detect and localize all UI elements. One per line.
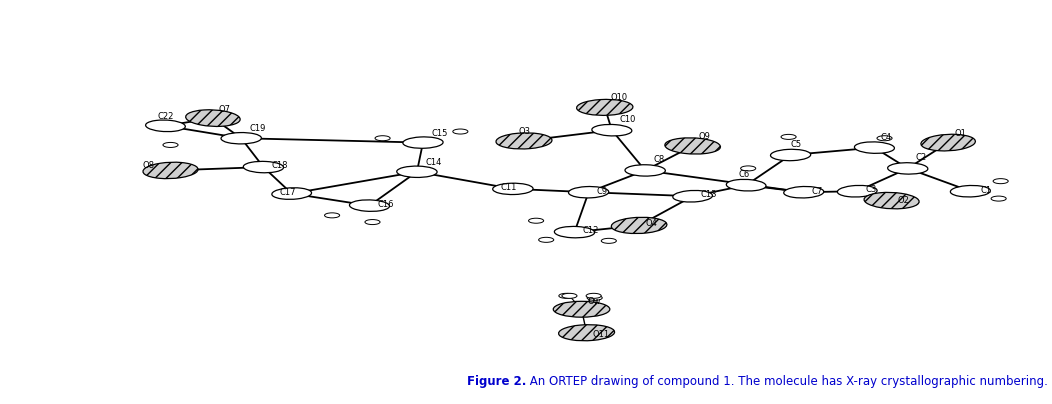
Text: O3: O3	[519, 127, 531, 136]
Text: O7: O7	[219, 105, 231, 114]
Ellipse shape	[592, 124, 632, 136]
Ellipse shape	[784, 187, 824, 198]
Ellipse shape	[950, 185, 990, 197]
Text: C18: C18	[271, 162, 288, 170]
Ellipse shape	[185, 110, 240, 126]
Ellipse shape	[553, 301, 610, 317]
Ellipse shape	[854, 142, 894, 154]
Ellipse shape	[349, 200, 389, 211]
Text: O11: O11	[592, 330, 610, 339]
Text: C13: C13	[701, 190, 717, 199]
Circle shape	[586, 293, 602, 298]
Text: C6: C6	[739, 170, 749, 179]
Text: C5: C5	[791, 140, 802, 149]
Ellipse shape	[837, 185, 877, 197]
Ellipse shape	[559, 325, 614, 341]
Text: C19: C19	[249, 124, 266, 133]
Text: C1: C1	[980, 185, 992, 195]
Circle shape	[528, 218, 544, 223]
Circle shape	[877, 136, 892, 141]
Circle shape	[163, 143, 178, 147]
Text: C12: C12	[583, 226, 599, 235]
Text: O1: O1	[954, 128, 966, 137]
Text: C4: C4	[881, 133, 892, 141]
Text: Ow: Ow	[588, 297, 601, 306]
Circle shape	[587, 295, 602, 300]
Text: C2: C2	[916, 154, 927, 162]
Circle shape	[375, 136, 390, 141]
Ellipse shape	[920, 134, 975, 151]
Text: O10: O10	[611, 93, 628, 102]
Circle shape	[991, 196, 1006, 201]
Ellipse shape	[554, 226, 594, 238]
Ellipse shape	[888, 163, 928, 174]
Text: O2: O2	[897, 196, 910, 205]
Text: C3: C3	[866, 185, 876, 194]
Text: C7: C7	[812, 187, 823, 196]
Ellipse shape	[495, 133, 552, 149]
Ellipse shape	[611, 217, 667, 234]
Circle shape	[452, 129, 468, 134]
Text: C14: C14	[425, 158, 442, 167]
Circle shape	[539, 237, 553, 242]
Ellipse shape	[864, 192, 919, 209]
Ellipse shape	[576, 99, 633, 116]
Text: C10: C10	[620, 115, 636, 124]
Text: C8: C8	[653, 156, 665, 164]
Text: O8: O8	[142, 162, 155, 170]
Circle shape	[602, 238, 616, 243]
Text: An ORTEP drawing of compound 1. The molecule has X-ray crystallographic numberin: An ORTEP drawing of compound 1. The mole…	[526, 375, 1048, 388]
Ellipse shape	[243, 161, 284, 173]
Text: C17: C17	[280, 188, 296, 197]
Text: C16: C16	[378, 200, 394, 209]
Ellipse shape	[145, 120, 185, 132]
Ellipse shape	[143, 162, 198, 179]
Ellipse shape	[726, 179, 766, 191]
Ellipse shape	[397, 166, 437, 177]
Text: C11: C11	[501, 183, 518, 192]
Ellipse shape	[625, 165, 665, 176]
Circle shape	[781, 135, 796, 139]
Text: C9: C9	[596, 187, 608, 196]
Text: O4: O4	[645, 219, 658, 228]
Ellipse shape	[665, 138, 721, 154]
Text: C15: C15	[431, 128, 447, 137]
Circle shape	[993, 179, 1008, 184]
Circle shape	[741, 166, 755, 171]
Circle shape	[559, 293, 574, 298]
Ellipse shape	[221, 133, 261, 144]
Ellipse shape	[673, 190, 712, 202]
Circle shape	[324, 213, 340, 218]
Ellipse shape	[770, 149, 811, 161]
Ellipse shape	[403, 137, 443, 148]
Ellipse shape	[271, 188, 311, 199]
Text: O9: O9	[699, 132, 710, 141]
Ellipse shape	[568, 187, 609, 198]
Ellipse shape	[492, 183, 533, 195]
Text: Figure 2.: Figure 2.	[467, 375, 526, 388]
Text: C22: C22	[158, 112, 174, 121]
Circle shape	[365, 219, 380, 225]
Circle shape	[562, 293, 576, 298]
